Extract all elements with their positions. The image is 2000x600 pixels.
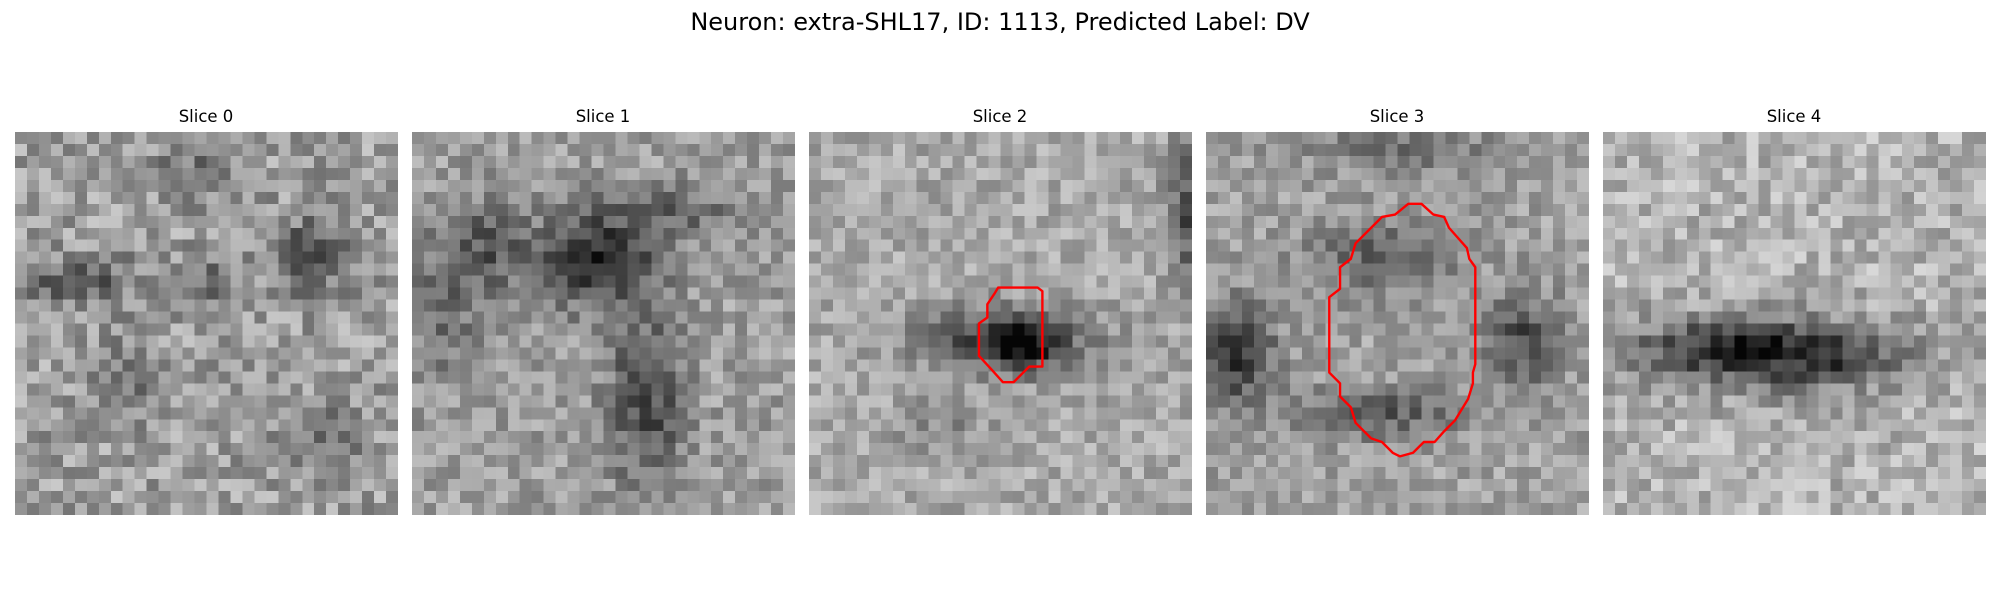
panel-slice-3: Slice 3: [1199, 106, 1595, 515]
panel-slice-1: Slice 1: [405, 106, 801, 515]
slice-title: Slice 3: [1369, 107, 1425, 126]
slice-title: Slice 2: [972, 107, 1028, 126]
panel-slice-0: Slice 0: [8, 106, 404, 515]
contour-outline: [977, 286, 1044, 384]
slice-image: [412, 132, 795, 515]
slice-image: [1206, 132, 1589, 515]
panel-slice-4: Slice 4: [1596, 106, 1992, 515]
slice-title: Slice 4: [1766, 107, 1822, 126]
figure-title: Neuron: extra-SHL17, ID: 1113, Predicted…: [690, 8, 1310, 36]
slice-image: [15, 132, 398, 515]
slice-image: [1603, 132, 1986, 515]
slice-image: [809, 132, 1192, 515]
panel-slice-2: Slice 2: [802, 106, 1198, 515]
contour-outline: [1328, 202, 1477, 458]
slice-title: Slice 1: [575, 107, 631, 126]
slice-title: Slice 0: [178, 107, 234, 126]
